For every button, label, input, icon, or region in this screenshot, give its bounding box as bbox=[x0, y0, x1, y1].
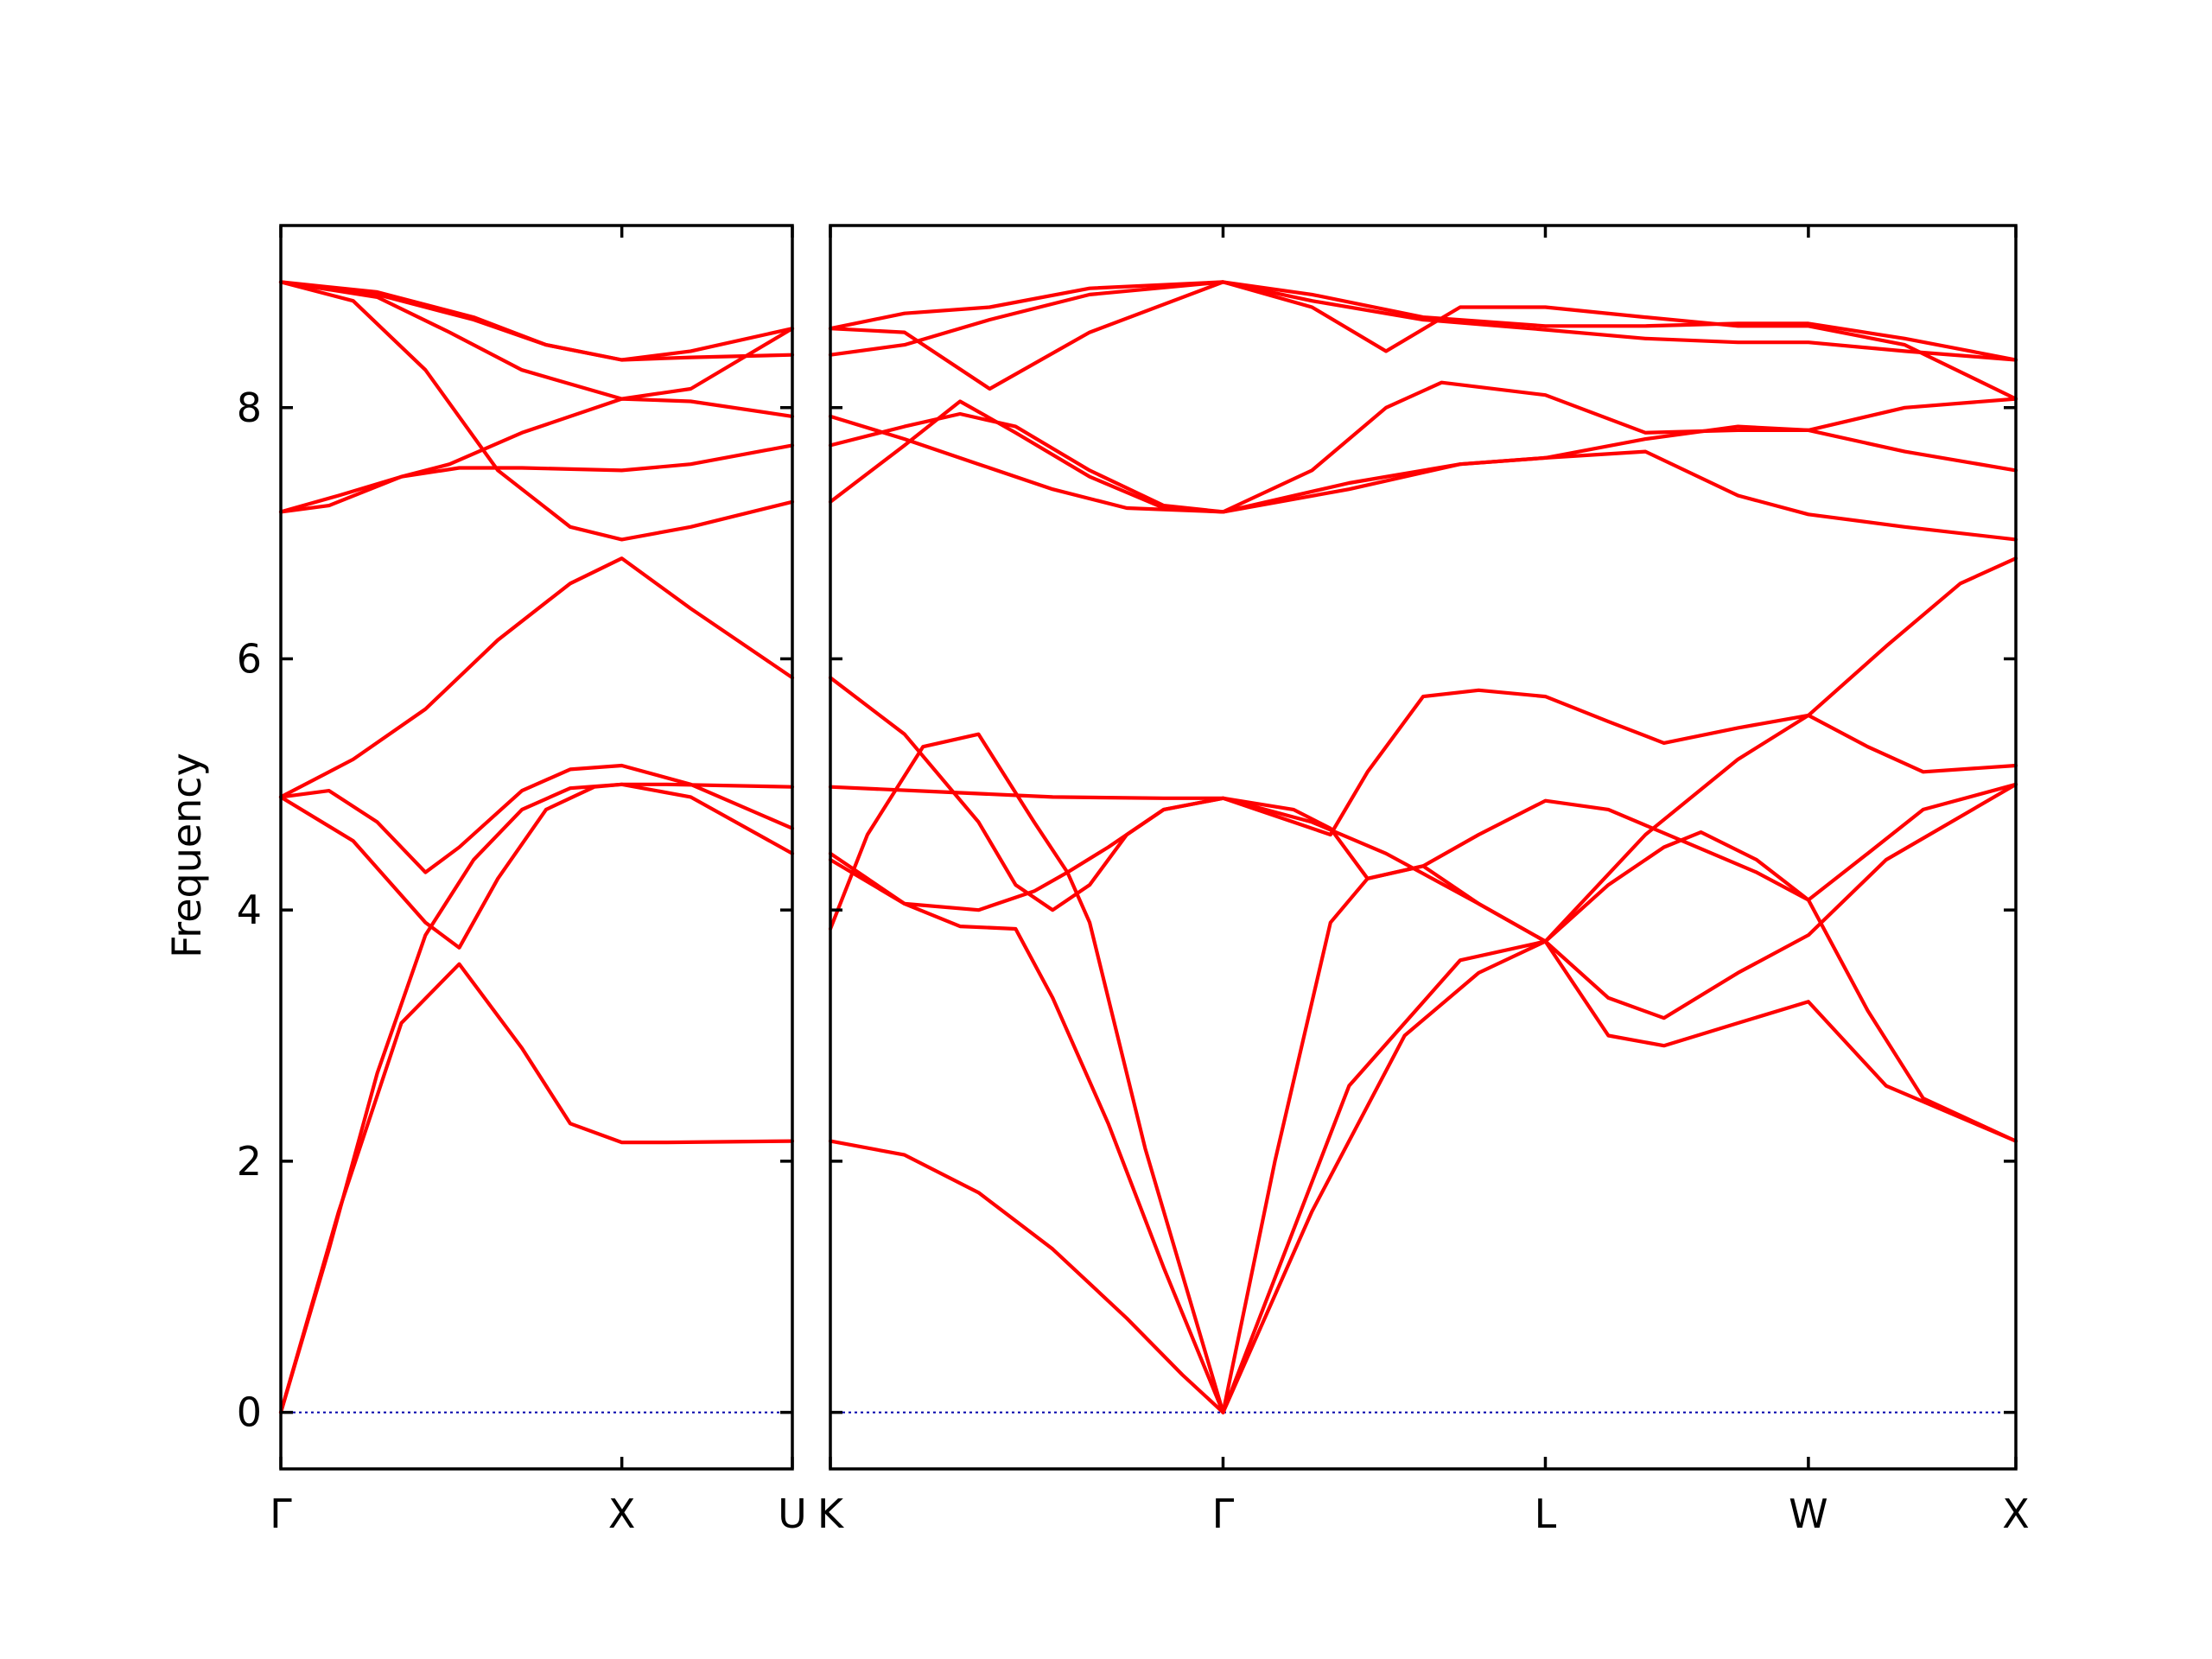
band-1-4 bbox=[278, 763, 795, 874]
band-2-3 bbox=[828, 732, 1225, 1414]
x-tick-label-2-2: Γ bbox=[1212, 1491, 1235, 1537]
y-tick-label-4: 4 bbox=[237, 887, 262, 933]
band-1-7 bbox=[278, 443, 795, 514]
y-axis-label: Frequency bbox=[163, 753, 210, 958]
band-2-13 bbox=[828, 280, 2018, 362]
band-1-5 bbox=[278, 556, 795, 799]
band-2-1 bbox=[828, 1139, 1225, 1414]
band-1-6 bbox=[278, 280, 795, 542]
band-1-1 bbox=[278, 962, 795, 1414]
band-2-9 bbox=[1221, 556, 2018, 1414]
band-1-11 bbox=[278, 280, 795, 401]
x-tick-label-2-3: L bbox=[1535, 1491, 1557, 1537]
band-2-8 bbox=[828, 676, 2018, 1143]
y-tick-label-2: 2 bbox=[237, 1138, 262, 1185]
x-tick-label-1-3: U bbox=[778, 1491, 807, 1537]
x-tick-label-2-4: W bbox=[1789, 1491, 1827, 1537]
band-1-3 bbox=[278, 782, 795, 950]
y-tick-label-0: 0 bbox=[237, 1389, 262, 1436]
band-2-15 bbox=[828, 280, 2018, 362]
x-tick-label-2-5: X bbox=[2002, 1491, 2030, 1537]
band-2-12 bbox=[828, 414, 2018, 514]
x-tick-label-1-2: X bbox=[608, 1491, 636, 1537]
panel-frame-1 bbox=[279, 224, 794, 1471]
band-1-2 bbox=[278, 782, 795, 1414]
band-2-10 bbox=[828, 380, 2018, 514]
band-2-4 bbox=[1221, 782, 2018, 1414]
band-2-2 bbox=[828, 851, 1225, 1414]
x-tick-label-2-1: K bbox=[817, 1491, 845, 1537]
y-tick-label-8: 8 bbox=[237, 385, 262, 431]
y-tick-label-6: 6 bbox=[237, 635, 262, 682]
band-2-14 bbox=[828, 280, 2018, 401]
band-2-11 bbox=[828, 411, 2018, 542]
band-1-8 bbox=[278, 397, 795, 514]
panels-layer: 0 2 4 6 8 Γ X U K Γ L W X bbox=[237, 224, 2030, 1537]
band-2-5 bbox=[1221, 830, 2018, 1414]
band-1-10 bbox=[278, 280, 795, 362]
panel-1: 0 2 4 6 8 Γ X U bbox=[237, 224, 807, 1537]
panel-frame-2 bbox=[829, 224, 2018, 1471]
x-tick-label-1-1: Γ bbox=[270, 1491, 292, 1537]
band-2-7 bbox=[828, 688, 2018, 912]
